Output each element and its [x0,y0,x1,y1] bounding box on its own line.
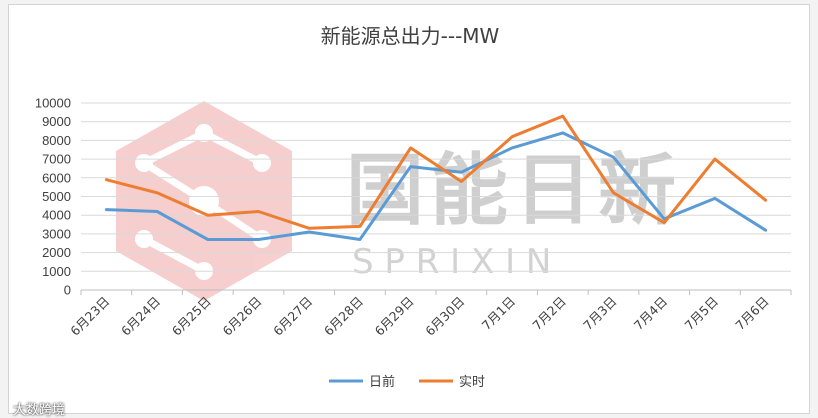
x-tick-label: 6月28日 [321,294,366,339]
x-tick-label: 6月24日 [118,294,163,339]
x-tick-label: 7月6日 [732,294,772,334]
x-tick-label: 7月5日 [682,294,722,334]
x-tick-label: 6月26日 [219,294,264,339]
y-tick-label: 3000 [42,226,71,241]
series-group [104,114,768,241]
y-tick-label: 4000 [42,208,71,223]
y-tick-label: 8000 [42,133,71,148]
line-chart: 国能日新 S P R I X I N 新能源总出力---MW 0 1000 2000… [35,24,792,390]
y-tick-label: 7000 [42,152,71,167]
x-tick-label: 7月3日 [580,294,620,334]
y-axis-ticks: 0 1000 2000 3000 4000 5000 6000 7000 8000 9000 100… [35,96,71,298]
legend-label-1: 日前 [369,374,395,390]
x-tick-label: 6月23日 [67,294,112,339]
y-tick-label: 10000 [35,96,71,111]
y-tick-label: 5000 [42,189,71,204]
legend: 日前 实时 [329,374,485,390]
series-line-2 [104,114,768,230]
x-tick-label: 6月25日 [169,294,214,339]
y-tick-label: 1000 [42,264,71,279]
chart-title: 新能源总出力---MW [321,24,500,48]
legend-label-2: 实时 [459,375,485,390]
watermark: 国能日新 S P R I X I N [116,101,676,301]
x-tick-label: 6月30日 [422,294,467,339]
series-line-1 [104,131,768,241]
y-tick-label: 2000 [42,245,71,260]
y-tick-label: 9000 [42,114,71,129]
chart-frame: 国能日新 S P R I X I N 新能源总出力---MW 0 1000 2000… [8,4,810,418]
x-tick-label: 6月29日 [372,294,417,339]
watermark-logo [116,101,292,301]
x-axis-ticks: 6月23日 6月24日 6月25日 6月26日 6月27日 6月28日 6月29日 6月30日… [67,290,792,339]
y-tick-label: 0 [64,283,71,298]
x-tick-label: 7月1日 [479,294,519,334]
grid [81,102,791,291]
watermark-subtext: S P R I X I N [352,242,551,282]
x-tick-label: 7月4日 [631,294,671,334]
x-tick-label: 7月2日 [529,294,569,334]
x-tick-label: 6月27日 [270,294,315,339]
y-tick-label: 6000 [42,170,71,185]
corner-watermark: 大数跨境 [13,403,66,418]
